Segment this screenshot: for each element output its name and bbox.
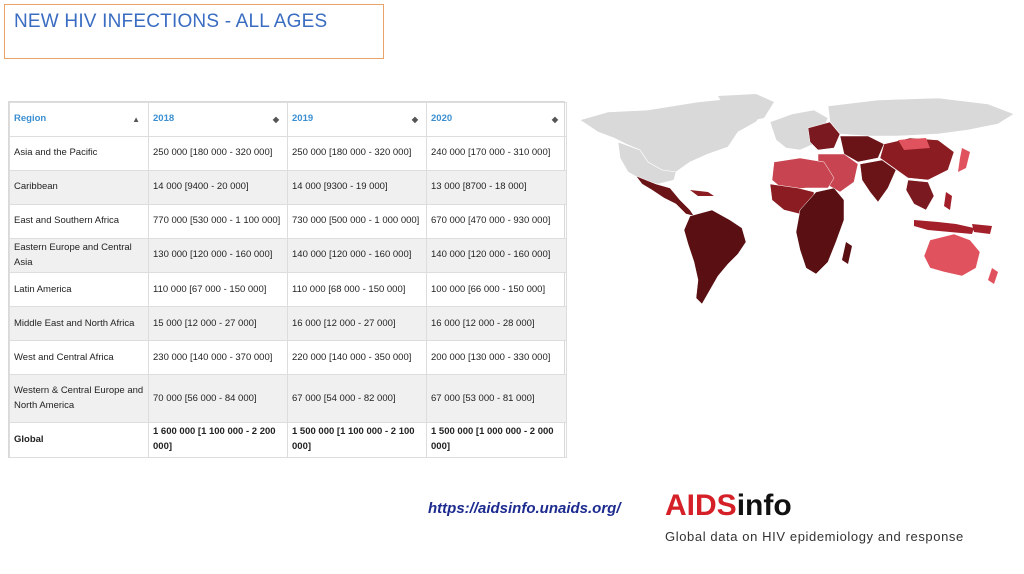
cell-region: Eastern Europe and Central Asia	[9, 237, 149, 274]
cell-2019: 250 000 [180 000 - 320 000]	[287, 136, 427, 171]
map-australia	[923, 233, 981, 277]
logo-part-aids: AIDS	[665, 489, 737, 522]
cell-2019: 67 000 [54 000 - 82 000]	[287, 374, 427, 424]
map-south-asia	[859, 159, 897, 203]
map-south-america	[683, 209, 747, 305]
map-madagascar	[842, 242, 852, 264]
cell-2018: 70 000 [56 000 - 84 000]	[148, 374, 288, 424]
map-philippines	[944, 192, 952, 210]
column-header-label: 2018	[153, 113, 175, 125]
cell-2020: 100 000 [66 000 - 150 000]	[426, 272, 567, 308]
map-japan	[958, 148, 970, 172]
cell-2018: 770 000 [530 000 - 1 100 000]	[148, 204, 288, 239]
cell-region: Global	[9, 422, 149, 458]
table-row: Latin America 110 000 [67 000 - 150 000]…	[9, 272, 567, 308]
title-box: NEW HIV INFECTIONS - ALL AGES	[4, 4, 384, 59]
cell-2018: 250 000 [180 000 - 320 000]	[148, 136, 288, 171]
map-mongolia	[898, 138, 930, 150]
table-header-row: Region ▲ 2018 ◆ 2019 ◆ 2020 ◆	[9, 102, 567, 137]
cell-2019: 16 000 [12 000 - 27 000]	[287, 306, 427, 342]
cell-2020: 16 000 [12 000 - 28 000]	[426, 306, 567, 342]
cell-region: Asia and the Pacific	[9, 136, 149, 171]
cell-2018: 130 000 [120 000 - 160 000]	[148, 237, 288, 274]
cell-2020: 670 000 [470 000 - 930 000]	[426, 204, 567, 239]
sort-icon[interactable]: ◆	[411, 114, 418, 124]
sort-asc-icon[interactable]: ▲	[132, 114, 140, 124]
cell-2019: 14 000 [9300 - 19 000]	[287, 170, 427, 205]
cell-2018: 15 000 [12 000 - 27 000]	[148, 306, 288, 342]
cell-region: East and Southern Africa	[9, 204, 149, 239]
column-header-2019[interactable]: 2019 ◆	[287, 102, 427, 137]
cell-2020: 1 500 000 [1 000 000 - 2 000 000]	[426, 422, 567, 458]
table-row: Asia and the Pacific 250 000 [180 000 - …	[9, 136, 567, 171]
cell-2018: 110 000 [67 000 - 150 000]	[148, 272, 288, 308]
aidsinfo-link[interactable]: https://aidsinfo.unaids.org/	[428, 500, 621, 517]
table-row: Caribbean 14 000 [9400 - 20 000] 14 000 …	[9, 170, 567, 205]
cell-region: Western & Central Europe and North Ameri…	[9, 374, 149, 424]
aidsinfo-logo: AIDSinfo	[665, 491, 792, 521]
cell-2020: 140 000 [120 000 - 160 000]	[426, 237, 567, 274]
map-greenland	[718, 94, 774, 122]
table-row-global: Global 1 600 000 [1 100 000 - 2 200 000]…	[9, 422, 567, 458]
map-central-america	[635, 175, 695, 217]
cell-region: West and Central Africa	[9, 340, 149, 376]
column-header-label: Region	[14, 113, 47, 125]
map-north-africa	[771, 157, 835, 191]
sort-icon[interactable]: ◆	[272, 114, 279, 124]
map-caribbean	[690, 190, 714, 196]
map-southeast-asia	[905, 179, 935, 211]
cell-region: Middle East and North Africa	[9, 306, 149, 342]
cell-2019: 110 000 [68 000 - 150 000]	[287, 272, 427, 308]
cell-2018: 230 000 [140 000 - 370 000]	[148, 340, 288, 376]
table-row: Middle East and North Africa 15 000 [12 …	[9, 306, 567, 342]
cell-2019: 220 000 [140 000 - 350 000]	[287, 340, 427, 376]
infections-table: Region ▲ 2018 ◆ 2019 ◆ 2020 ◆	[8, 101, 567, 458]
column-header-2020[interactable]: 2020 ◆	[426, 102, 567, 137]
cell-2019: 140 000 [120 000 - 160 000]	[287, 237, 427, 274]
map-usa	[617, 141, 677, 185]
column-header-label: 2020	[431, 113, 453, 125]
map-indonesia	[914, 220, 974, 234]
column-header-region[interactable]: Region ▲	[9, 102, 149, 137]
cell-2018: 14 000 [9400 - 20 000]	[148, 170, 288, 205]
table-row: Western & Central Europe and North Ameri…	[9, 374, 567, 424]
map-north-america	[579, 97, 769, 173]
sort-icon[interactable]: ◆	[551, 114, 558, 124]
map-new-zealand	[988, 268, 998, 284]
cell-2020: 200 000 [130 000 - 330 000]	[426, 340, 567, 376]
map-papua	[972, 224, 992, 234]
table-row: East and Southern Africa 770 000 [530 00…	[9, 204, 567, 239]
slide-title: NEW HIV INFECTIONS - ALL AGES	[14, 11, 328, 32]
column-header-2018[interactable]: 2018 ◆	[148, 102, 288, 137]
logo-tagline: Global data on HIV epidemiology and resp…	[665, 529, 964, 544]
cell-2020: 67 000 [53 000 - 81 000]	[426, 374, 567, 424]
world-map	[579, 94, 1015, 305]
cell-region: Caribbean	[9, 170, 149, 205]
cell-2018: 1 600 000 [1 100 000 - 2 200 000]	[148, 422, 288, 458]
cell-2019: 1 500 000 [1 100 000 - 2 100 000]	[287, 422, 427, 458]
map-central-east-africa	[795, 187, 845, 275]
logo-part-info: info	[736, 489, 792, 522]
cell-2020: 13 000 [8700 - 18 000]	[426, 170, 567, 205]
cell-2020: 240 000 [170 000 - 310 000]	[426, 136, 567, 171]
map-russia	[827, 97, 1015, 137]
cell-region: Latin America	[9, 272, 149, 308]
table-row: West and Central Africa 230 000 [140 000…	[9, 340, 567, 376]
column-header-label: 2019	[292, 113, 314, 125]
cell-2019: 730 000 [500 000 - 1 000 000]	[287, 204, 427, 239]
table-row: Eastern Europe and Central Asia 130 000 …	[9, 237, 567, 274]
